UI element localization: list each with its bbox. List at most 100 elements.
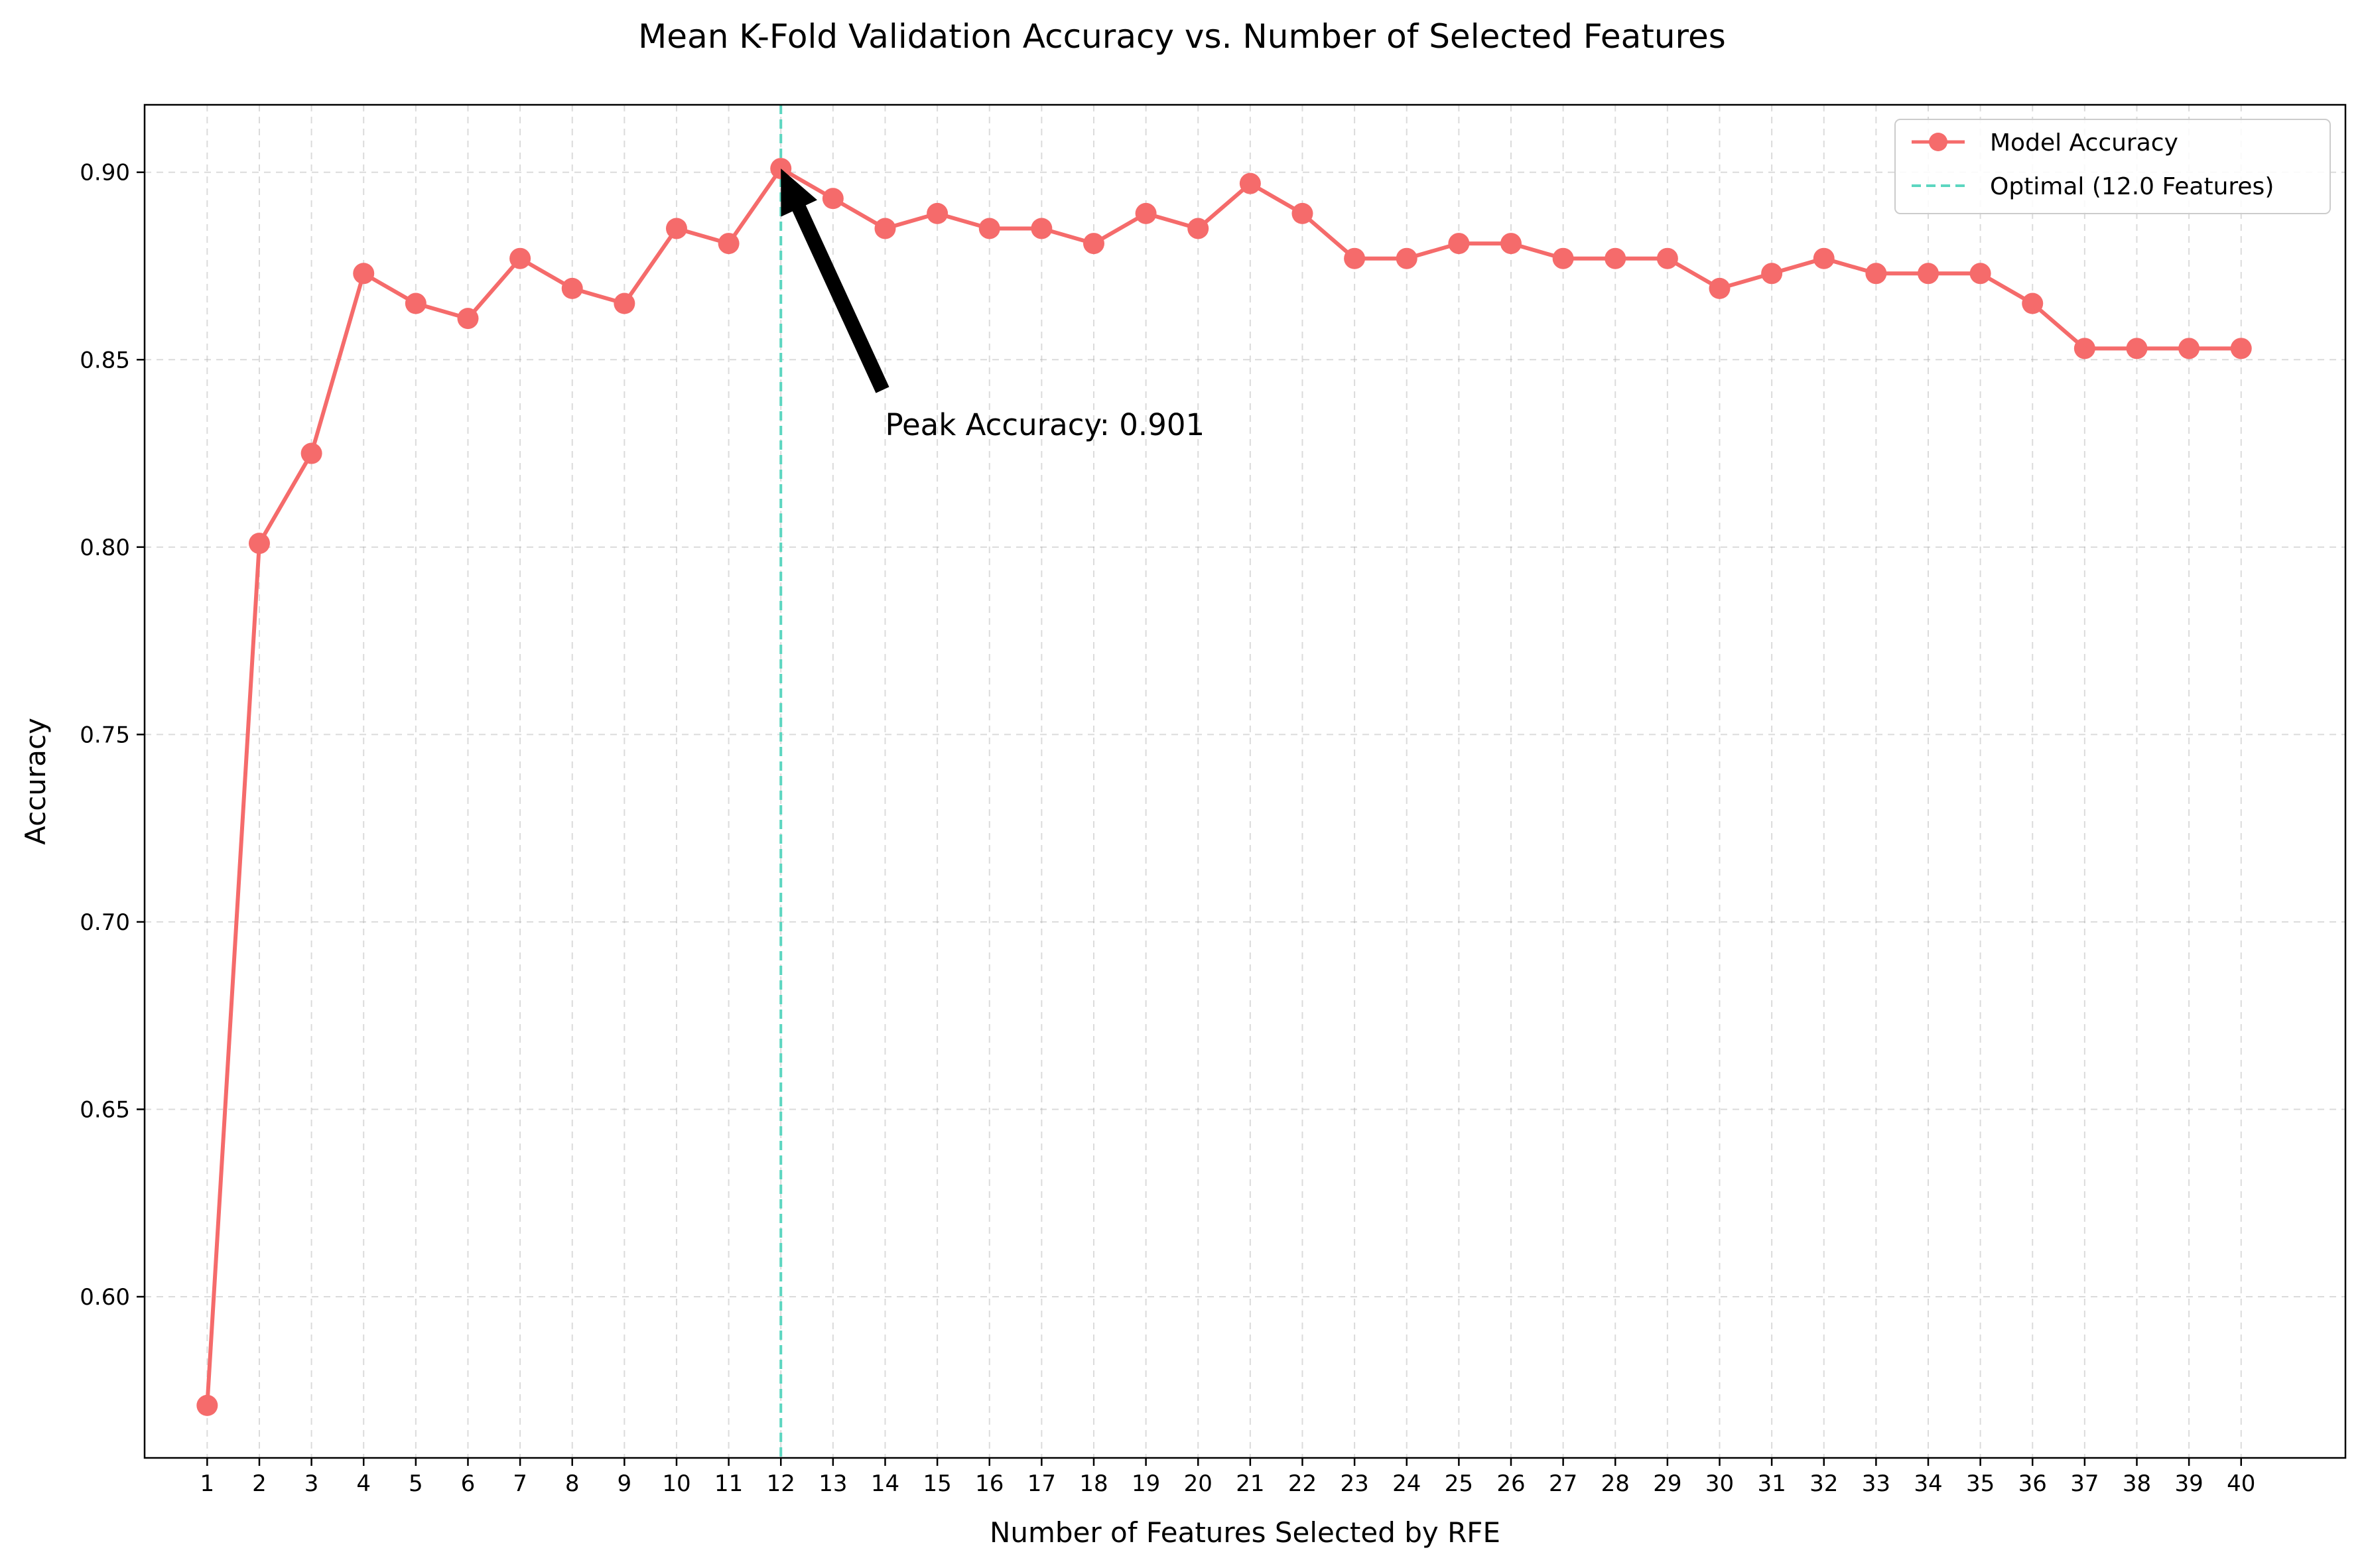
data-point: [718, 233, 740, 255]
data-point: [927, 202, 949, 224]
x-tick-label: 3: [304, 1470, 319, 1497]
data-point: [1396, 247, 1417, 269]
x-tick-label: 37: [2070, 1470, 2099, 1497]
x-tick-label: 20: [1184, 1470, 1213, 1497]
x-tick-label: 1: [200, 1470, 215, 1497]
data-point: [1448, 233, 1470, 255]
data-point: [822, 188, 844, 210]
data-point: [1656, 247, 1678, 269]
x-tick-label: 23: [1340, 1470, 1368, 1497]
y-axis-label: Accuracy: [19, 718, 52, 845]
x-tick-label: 5: [409, 1470, 423, 1497]
data-point: [1291, 202, 1313, 224]
legend-box: [1894, 119, 2331, 214]
x-tick-label: 7: [513, 1470, 527, 1497]
y-tick-label: 0.60: [80, 1284, 130, 1311]
data-point: [2126, 338, 2148, 359]
data-point: [1239, 172, 1261, 194]
x-tick-label: 35: [1966, 1470, 1995, 1497]
series-line: [205, 166, 2241, 1406]
data-point: [1605, 247, 1626, 269]
x-axis-ticks: 1 2 3 4 5 6 7 8 9 10 11 12 13 14 15 16 17 18 19 20 21 22 23 24 2…: [200, 1458, 2255, 1497]
x-tick-label: 13: [819, 1470, 847, 1497]
annotation-arrow: [781, 168, 889, 393]
data-point: [1969, 263, 1991, 285]
x-tick-label: 26: [1496, 1470, 1525, 1497]
x-tick-label: 18: [1079, 1470, 1108, 1497]
annotation-label: Peak Accuracy: 0.901: [885, 407, 1205, 442]
data-point: [2022, 293, 2044, 314]
data-point: [1187, 218, 1209, 239]
data-point: [1344, 247, 1366, 269]
x-tick-label: 27: [1549, 1470, 1577, 1497]
data-point: [300, 442, 322, 464]
legend: Model Accuracy Optimal (12.0 Features): [1894, 119, 2331, 214]
x-tick-label: 30: [1705, 1470, 1734, 1497]
x-tick-label: 17: [1027, 1470, 1056, 1497]
peak-annotation: Peak Accuracy: 0.901: [781, 168, 1205, 442]
grid-lines: [145, 105, 2345, 1458]
data-point: [1031, 218, 1053, 239]
x-tick-label: 4: [356, 1470, 371, 1497]
legend-marker-swatch: [1929, 133, 1947, 151]
x-tick-label: 31: [1757, 1470, 1786, 1497]
x-tick-label: 15: [923, 1470, 951, 1497]
legend-optimal-features: Optimal (12.0 Features): [1990, 173, 2274, 200]
legend-model-accuracy: Model Accuracy: [1990, 129, 2178, 157]
data-point: [561, 277, 583, 299]
y-tick-label: 0.85: [80, 347, 130, 373]
data-point: [2230, 338, 2252, 359]
x-tick-label: 19: [1132, 1470, 1160, 1497]
data-point: [614, 293, 635, 314]
x-tick-label: 2: [252, 1470, 267, 1497]
x-axis-label: Number of Features Selected by RFE: [990, 1516, 1500, 1549]
data-point: [457, 308, 479, 330]
x-tick-label: 9: [618, 1470, 632, 1497]
x-tick-label: 6: [461, 1470, 476, 1497]
data-point: [1917, 263, 1939, 285]
data-point: [1761, 263, 1783, 285]
data-point: [1135, 202, 1157, 224]
x-tick-label: 36: [2018, 1470, 2047, 1497]
x-tick-label: 22: [1288, 1470, 1317, 1497]
data-point: [1552, 247, 1574, 269]
x-tick-label: 28: [1601, 1470, 1630, 1497]
x-tick-label: 10: [662, 1470, 690, 1497]
chart-title: Mean K-Fold Validation Accuracy vs. Numb…: [638, 17, 1726, 56]
x-tick-label: 34: [1914, 1470, 1942, 1497]
x-tick-label: 11: [714, 1470, 743, 1497]
y-tick-label: 0.65: [80, 1096, 130, 1123]
data-point: [405, 293, 427, 314]
x-tick-label: 8: [565, 1470, 580, 1497]
y-tick-label: 0.70: [80, 909, 130, 936]
data-point: [665, 218, 687, 239]
plot-area-frame: [143, 103, 2347, 1459]
data-point: [874, 218, 896, 239]
x-tick-label: 25: [1445, 1470, 1473, 1497]
data-point: [1083, 233, 1104, 255]
data-point: [1865, 263, 1887, 285]
data-point: [978, 218, 1000, 239]
accuracy-series: [196, 158, 2252, 1416]
data-point: [196, 1394, 218, 1416]
x-tick-label: 24: [1392, 1470, 1421, 1497]
y-tick-label: 0.90: [80, 160, 130, 186]
data-point: [2178, 338, 2200, 359]
x-tick-label: 16: [975, 1470, 1004, 1497]
data-point: [1813, 247, 1835, 269]
y-axis-ticks: 0.60 0.65 0.70 0.75 0.80 0.85 0.90: [80, 160, 145, 1311]
x-tick-label: 38: [2123, 1470, 2151, 1497]
x-tick-label: 40: [2227, 1470, 2255, 1497]
x-tick-label: 14: [871, 1470, 899, 1497]
data-point: [2073, 338, 2095, 359]
y-tick-label: 0.75: [80, 722, 130, 748]
y-tick-label: 0.80: [80, 535, 130, 561]
x-tick-label: 12: [767, 1470, 795, 1497]
x-tick-label: 32: [1809, 1470, 1838, 1497]
data-point: [248, 533, 270, 555]
x-tick-label: 33: [1862, 1470, 1890, 1497]
data-point: [509, 247, 531, 269]
x-tick-label: 39: [2174, 1470, 2203, 1497]
